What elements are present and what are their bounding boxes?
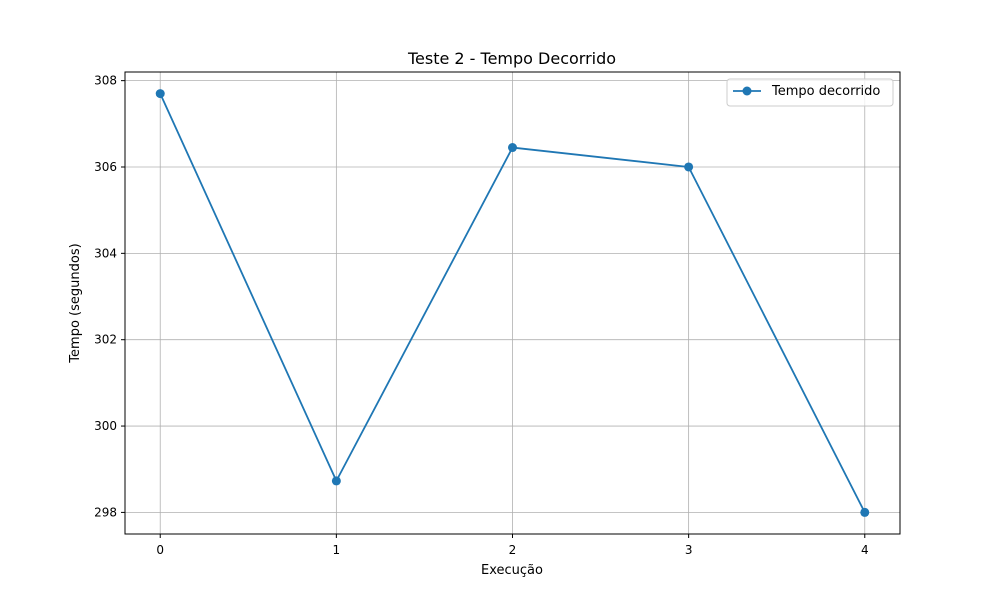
data-point [684, 162, 694, 172]
chart-title: Teste 2 - Tempo Decorrido [407, 49, 616, 68]
y-tick-label: 306 [94, 160, 117, 174]
x-tick-label: 1 [333, 543, 341, 557]
data-point [155, 89, 165, 99]
data-point [331, 476, 341, 486]
x-axis-label: Execução [481, 563, 543, 578]
data-point [860, 507, 870, 517]
x-axis-ticks: 0 1 2 3 4 [156, 534, 869, 557]
y-tick-label: 302 [94, 333, 117, 347]
y-tick-label: 304 [94, 246, 117, 260]
x-tick-label: 3 [685, 543, 693, 557]
legend-marker [742, 86, 752, 96]
y-tick-label: 298 [94, 505, 117, 519]
x-tick-label: 0 [156, 543, 164, 557]
x-tick-label: 2 [509, 543, 517, 557]
legend: Tempo decorrido [726, 78, 894, 107]
y-axis-ticks: 298 300 302 304 306 308 [94, 74, 125, 519]
data-point [508, 143, 517, 153]
legend-box [726, 78, 894, 107]
x-tick-label: 4 [861, 543, 869, 557]
y-tick-label: 308 [94, 74, 117, 88]
y-axis-label: Tempo (segundos) [68, 243, 83, 363]
series-layer [155, 89, 870, 517]
y-tick-label: 300 [94, 419, 117, 433]
grid-lines [125, 72, 900, 534]
legend-entry-label: Tempo decorrido [771, 84, 880, 99]
